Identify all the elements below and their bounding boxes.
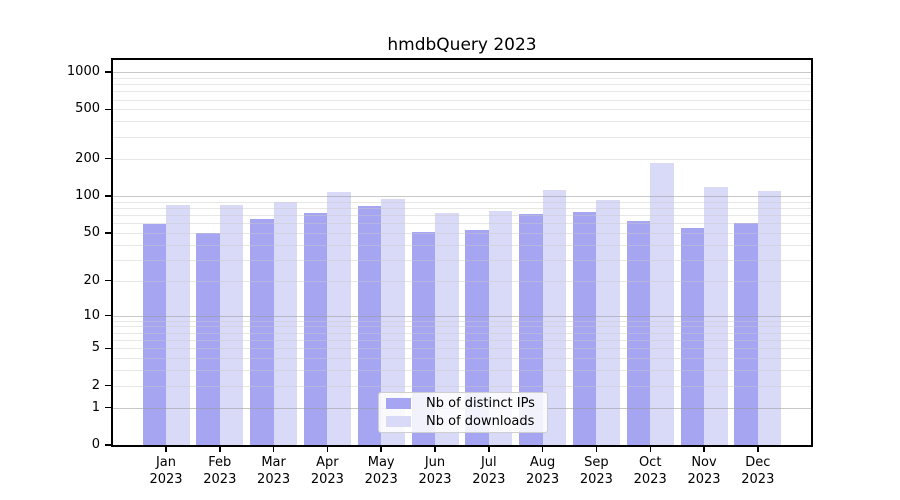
- bar-ips-may: [357, 206, 382, 445]
- x-tick-label: Feb 2023: [203, 455, 237, 487]
- y-tick-label: 20: [83, 272, 100, 288]
- bar-downloads-may: [381, 198, 405, 445]
- legend-label-downloads: Nb of downloads: [426, 414, 535, 429]
- y-tick-label: 10: [83, 307, 100, 323]
- legend-swatch-distinct-ips: [386, 398, 411, 409]
- bar-downloads-jan: [166, 205, 190, 445]
- x-tick-mark: [219, 445, 221, 452]
- y-tick-label: 100: [75, 187, 100, 203]
- x-tick-label: May 2023: [364, 455, 398, 487]
- legend: Nb of distinct IPs Nb of downloads: [378, 392, 548, 433]
- bar-downloads-oct: [650, 162, 674, 445]
- bar-downloads-jun: [435, 213, 459, 445]
- x-tick-label: Jan 2023: [149, 455, 183, 487]
- x-tick-mark: [757, 445, 759, 452]
- legend-item-downloads: Nb of downloads: [386, 414, 543, 429]
- bar-downloads-sep: [596, 200, 620, 445]
- y-tick-label: 1: [91, 399, 100, 415]
- bar-ips-jul: [465, 229, 489, 445]
- y-tick-label: 2: [91, 377, 100, 393]
- bar-downloads-aug: [542, 189, 567, 445]
- bar-downloads-apr: [327, 192, 351, 445]
- bar-downloads-nov: [704, 186, 728, 445]
- x-tick-label: Jun 2023: [418, 455, 452, 487]
- x-tick-mark: [649, 445, 651, 452]
- legend-item-distinct-ips: Nb of distinct IPs: [386, 396, 543, 411]
- x-tick-mark: [488, 445, 490, 452]
- legend-swatch-downloads: [386, 416, 411, 427]
- bar-downloads-dec: [757, 191, 782, 445]
- bar-downloads-jul: [488, 210, 513, 445]
- y-tick-label: 5: [91, 340, 100, 356]
- x-tick-label: Apr 2023: [310, 455, 344, 487]
- x-tick-label: Nov 2023: [687, 455, 721, 487]
- x-tick-label: Aug 2023: [526, 455, 560, 487]
- x-tick-mark: [165, 445, 167, 452]
- bar-ips-apr: [303, 212, 328, 445]
- bars-layer: [113, 60, 811, 445]
- bar-ips-sep: [572, 211, 597, 445]
- x-tick-mark: [541, 445, 544, 452]
- bar-ips-feb: [196, 232, 220, 445]
- y-tick-mark: [105, 444, 113, 446]
- y-tick-mark: [105, 347, 113, 349]
- y-tick-label: 1000: [66, 64, 100, 79]
- bar-ips-jan: [142, 223, 166, 445]
- x-tick-mark: [272, 445, 275, 452]
- x-tick-mark: [326, 445, 329, 452]
- y-tick-mark: [105, 406, 113, 409]
- x-tick-label: Sep 2023: [579, 455, 613, 487]
- x-tick-label: Dec 2023: [741, 455, 775, 487]
- legend-label-distinct-ips: Nb of distinct IPs: [426, 396, 535, 411]
- x-tick-label: Oct 2023: [633, 455, 667, 487]
- bar-ips-aug: [519, 214, 543, 445]
- y-tick-mark: [105, 384, 113, 387]
- x-tick-mark: [434, 445, 436, 452]
- bar-downloads-feb: [219, 204, 244, 445]
- bar-ips-jun: [411, 231, 435, 445]
- y-tick-mark: [105, 232, 113, 234]
- x-tick-mark: [595, 445, 598, 452]
- x-tick-label: Jul 2023: [472, 455, 506, 487]
- plot-area: 0 1 2 5 10 20 50 100 200 500 1000 Jan 2023 Feb 2023 M…: [67, 58, 813, 487]
- bar-downloads-mar: [273, 201, 298, 445]
- chart-title: hmdbQuery 2023: [387, 35, 537, 55]
- y-tick-label: 0: [91, 437, 100, 452]
- bar-ips-dec: [734, 223, 758, 445]
- x-tick-label: Mar 2023: [257, 455, 291, 487]
- y-tick-label: 200: [75, 150, 100, 166]
- y-tick-mark: [105, 108, 113, 111]
- bar-ips-oct: [626, 220, 651, 445]
- y-tick-mark: [105, 279, 113, 282]
- bar-ips-mar: [250, 218, 274, 445]
- y-tick-mark: [105, 314, 113, 317]
- y-tick-mark: [105, 157, 113, 160]
- y-tick-label: 50: [83, 224, 100, 240]
- bar-ips-nov: [680, 227, 704, 445]
- y-tick-mark: [105, 195, 113, 197]
- y-tick-label: 500: [75, 101, 100, 117]
- x-tick-mark: [703, 445, 705, 452]
- y-tick-mark: [105, 71, 113, 73]
- x-tick-mark: [380, 445, 382, 452]
